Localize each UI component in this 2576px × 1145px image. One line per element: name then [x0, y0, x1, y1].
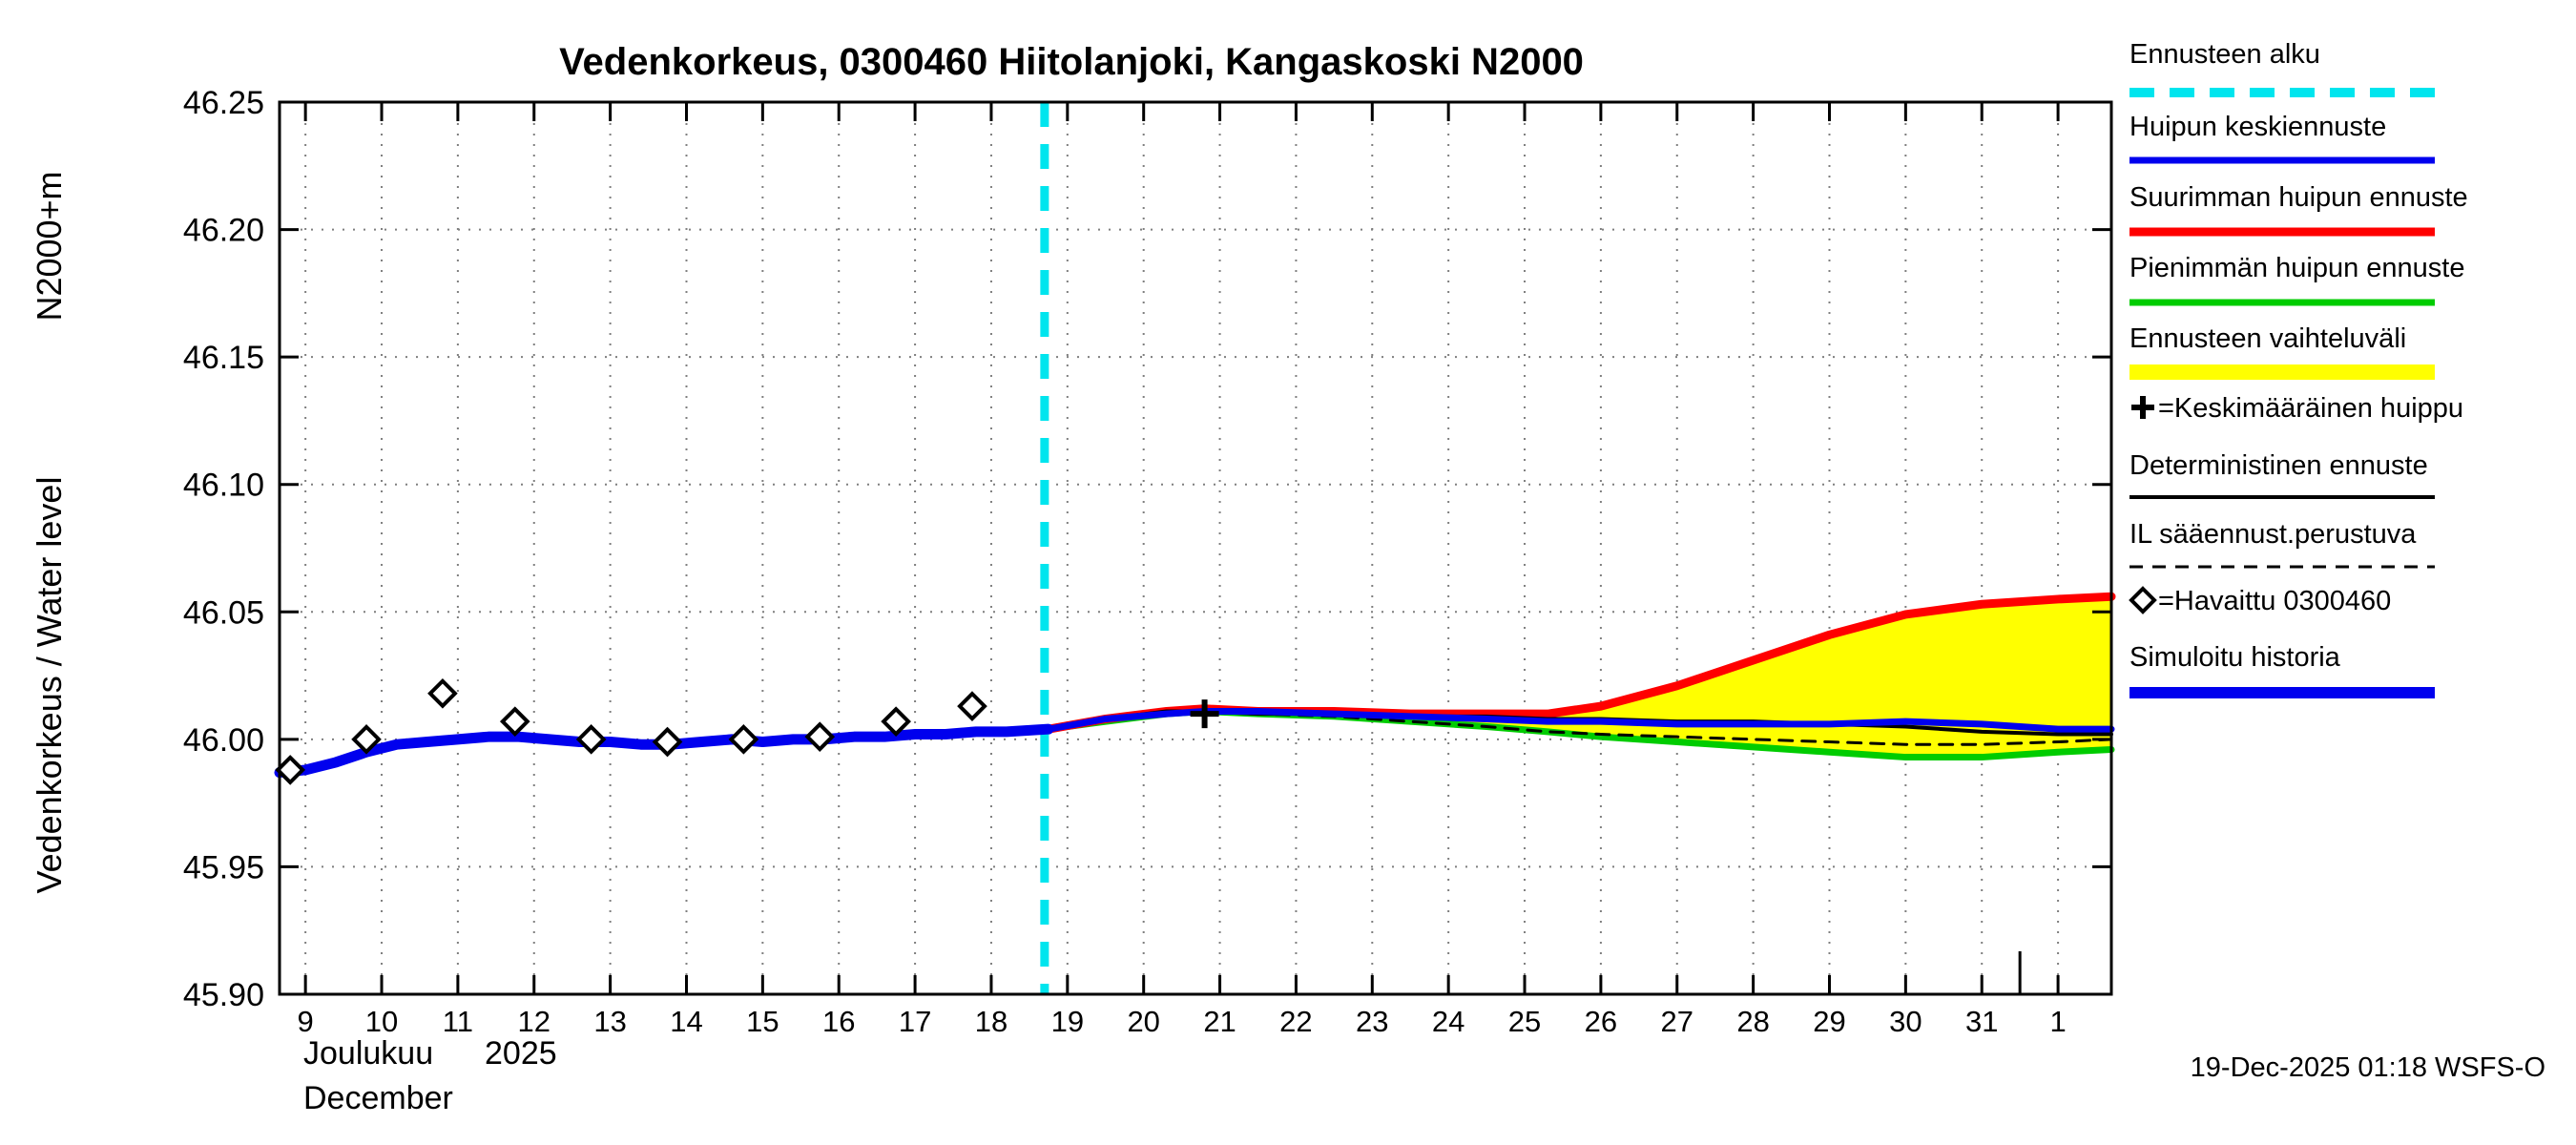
- y-tick-label: 45.90: [183, 977, 264, 1013]
- y-axis-label: Vedenkorkeus / Water level: [30, 477, 69, 894]
- gridlines: [280, 101, 2111, 995]
- legend-label: =Havaittu 0300460: [2158, 586, 2391, 616]
- chart-dynamic-layer: 45.90 45.95 46.00 46.05 46.10 46.15 46.20 46.25…: [183, 39, 2468, 1038]
- x-tick-label: 21: [1203, 1005, 1236, 1038]
- x-tick-label: 31: [1965, 1005, 1998, 1038]
- legend-label: Pienimmän huipun ennuste: [2129, 253, 2464, 283]
- mean-peak-marker: [1190, 699, 1219, 729]
- x-tick-label: 17: [899, 1005, 931, 1038]
- x-tick-label: 30: [1889, 1005, 1922, 1038]
- x-tick-label: 26: [1585, 1005, 1617, 1038]
- chart-title: Vedenkorkeus, 0300460 Hiitolanjoki, Kang…: [559, 41, 1584, 83]
- observed-diamond: [427, 677, 458, 709]
- x-tick-label: 10: [365, 1005, 398, 1038]
- legend: Ennusteen alku Huipun keskiennuste Suurimm…: [2129, 39, 2468, 698]
- legend-label: Simuloitu historia: [2129, 642, 2341, 673]
- observed-points: [275, 677, 987, 785]
- y-tick-label: 46.20: [183, 213, 264, 249]
- x-tick-label: 29: [1813, 1005, 1845, 1038]
- x-tick-label: 1: [2049, 1005, 2066, 1038]
- x-tick-label: 15: [746, 1005, 779, 1038]
- observed-diamond: [351, 724, 382, 755]
- legend-label: Huipun keskiennuste: [2129, 112, 2386, 142]
- y-tick-label: 45.95: [183, 849, 264, 885]
- observed-diamond: [652, 726, 683, 758]
- legend-label: Ennusteen alku: [2129, 39, 2320, 70]
- x-tick-label: 12: [518, 1005, 551, 1038]
- x-tick-label: 24: [1432, 1005, 1465, 1038]
- legend-label: =Keskimääräinen huippu: [2158, 393, 2463, 424]
- y-tick-label: 46.10: [183, 468, 264, 504]
- x-tick-label: 27: [1661, 1005, 1693, 1038]
- y-tick-label: 46.25: [183, 85, 264, 121]
- x-tick-label: 11: [443, 1005, 473, 1038]
- x-tick-label: 19: [1051, 1005, 1084, 1038]
- x-tick-label: 22: [1279, 1005, 1312, 1038]
- x-tick-label: 16: [822, 1005, 855, 1038]
- observed-diamond: [728, 724, 759, 755]
- x-tick-label: 9: [298, 1005, 314, 1038]
- timestamp: 19-Dec-2025 01:18 WSFS-O: [2191, 1052, 2545, 1083]
- observed-diamond: [957, 691, 987, 721]
- x-axis-month-label-fi: Joulukuu: [303, 1035, 433, 1072]
- y-axis-unit-label: N2000+m: [30, 171, 69, 321]
- observed-diamond: [575, 724, 607, 755]
- observed-diamond: [804, 721, 836, 753]
- legend-label: Ennusteen vaihteluväli: [2129, 323, 2406, 354]
- y-tick-label: 46.05: [183, 594, 264, 631]
- observed-diamond: [881, 706, 911, 737]
- forecast-range-band: [1048, 596, 2111, 758]
- observed-diamond: [275, 755, 306, 785]
- x-axis-month-label-en: December: [303, 1080, 453, 1116]
- x-tick-label: 18: [975, 1005, 1008, 1038]
- x-tick-label: 13: [593, 1005, 626, 1038]
- x-tick-label: 23: [1356, 1005, 1388, 1038]
- y-tick-label: 46.15: [183, 340, 264, 376]
- legend-label: Deterministinen ennuste: [2129, 450, 2428, 481]
- observed-diamond: [499, 706, 530, 737]
- diamond-icon: [2129, 586, 2157, 614]
- x-tick-label: 28: [1736, 1005, 1769, 1038]
- tick-labels: 45.90 45.95 46.00 46.05 46.10 46.15 46.20 46.25…: [183, 85, 2067, 1038]
- legend-label: Suurimman huipun ennuste: [2129, 182, 2468, 213]
- legend-label: IL sääennust.perustuva: [2129, 519, 2417, 550]
- x-tick-label: 20: [1127, 1005, 1159, 1038]
- x-tick-label: 25: [1508, 1005, 1541, 1038]
- axis-ticks: [280, 100, 2111, 996]
- x-tick-label: 14: [670, 1005, 702, 1038]
- y-tick-label: 46.00: [183, 722, 264, 759]
- x-axis-year-label: 2025: [485, 1035, 557, 1072]
- plot-border: [278, 100, 2113, 996]
